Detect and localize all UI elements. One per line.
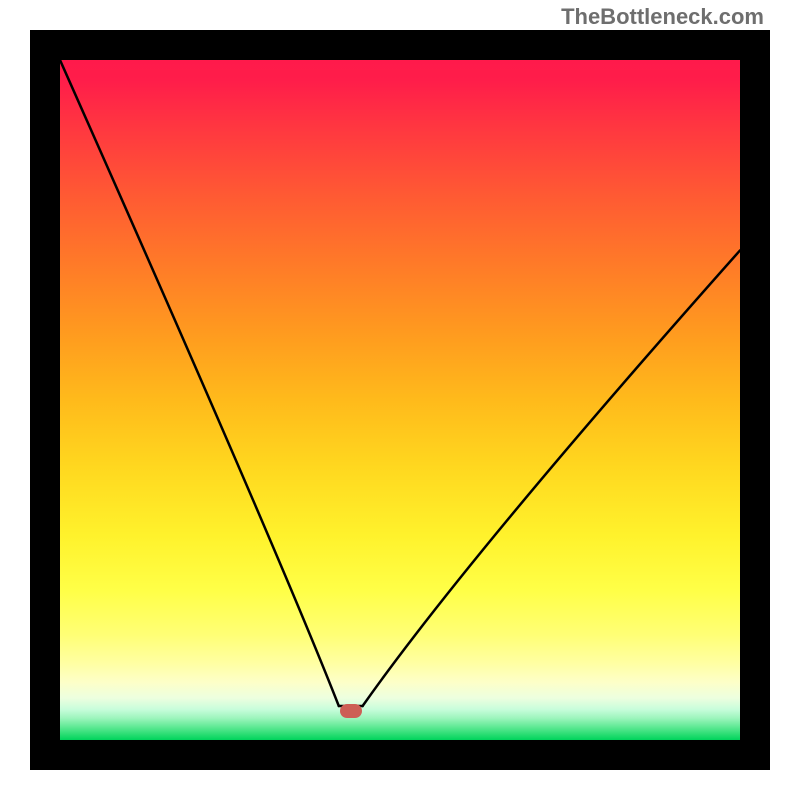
chart-container: TheBottleneck.com bbox=[0, 0, 800, 800]
curve-layer bbox=[60, 60, 740, 740]
optimum-marker bbox=[340, 704, 362, 718]
watermark-text: TheBottleneck.com bbox=[561, 4, 764, 30]
plot-area bbox=[30, 30, 770, 770]
